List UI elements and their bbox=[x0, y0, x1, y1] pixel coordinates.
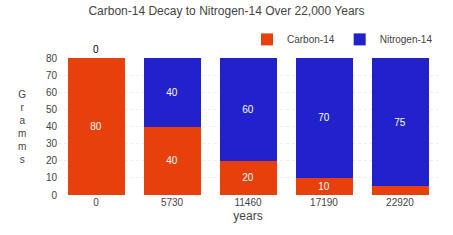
svg-text:50: 50 bbox=[46, 104, 58, 115]
svg-text:17190: 17190 bbox=[310, 197, 338, 208]
svg-text:years: years bbox=[233, 209, 262, 223]
svg-text:40: 40 bbox=[166, 87, 178, 98]
svg-text:Gramms: Gramms bbox=[18, 89, 26, 165]
svg-text:Carbon-14 Decay to Nitrogen-14: Carbon-14 Decay to Nitrogen-14 Over 22,0… bbox=[88, 4, 364, 18]
svg-text:10: 10 bbox=[318, 181, 330, 192]
svg-text:10: 10 bbox=[46, 172, 58, 183]
svg-text:70: 70 bbox=[46, 70, 58, 81]
svg-text:70: 70 bbox=[318, 112, 330, 123]
svg-text:22920: 22920 bbox=[386, 197, 414, 208]
svg-text:30: 30 bbox=[46, 138, 58, 149]
svg-text:40: 40 bbox=[46, 121, 58, 132]
svg-text:0: 0 bbox=[51, 190, 57, 201]
svg-text:20: 20 bbox=[46, 155, 58, 166]
svg-text:11460: 11460 bbox=[234, 197, 262, 208]
svg-text:5730: 5730 bbox=[161, 197, 184, 208]
svg-text:0: 0 bbox=[93, 197, 99, 208]
svg-text:80: 80 bbox=[90, 121, 102, 132]
svg-text:60: 60 bbox=[46, 87, 58, 98]
svg-text:40: 40 bbox=[166, 155, 178, 166]
svg-text:80: 80 bbox=[46, 53, 58, 64]
svg-text:75: 75 bbox=[394, 117, 406, 128]
svg-text:0: 0 bbox=[93, 44, 99, 55]
svg-text:Nitrogen-14: Nitrogen-14 bbox=[380, 34, 433, 45]
svg-text:20: 20 bbox=[242, 172, 254, 183]
svg-text:Carbon-14: Carbon-14 bbox=[287, 34, 335, 45]
svg-text:60: 60 bbox=[242, 104, 254, 115]
